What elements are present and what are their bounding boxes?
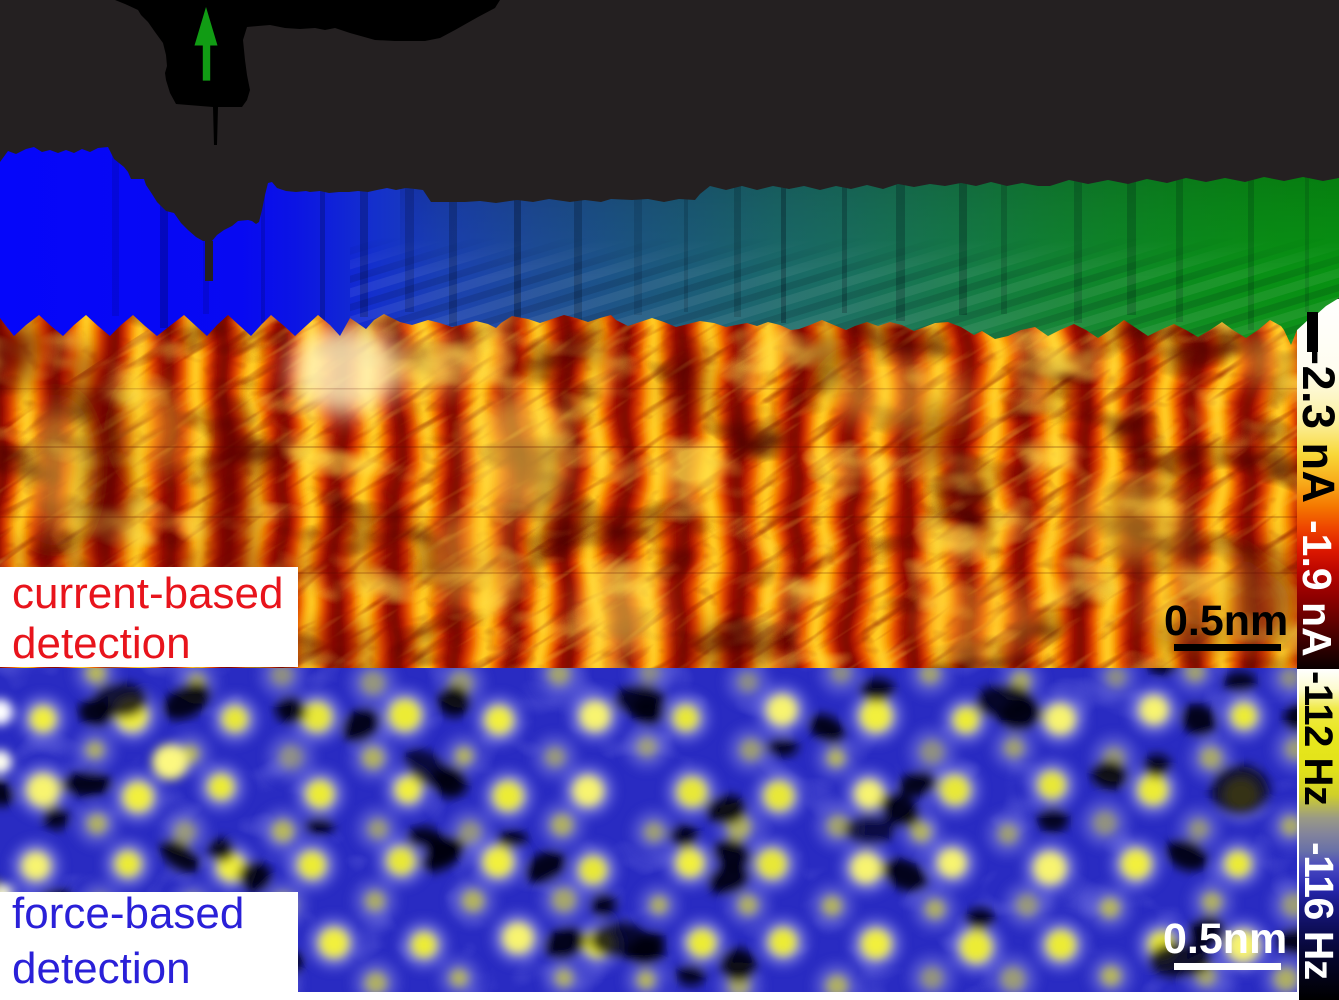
svg-text:detection: detection — [12, 944, 191, 993]
svg-text:-116 Hz: -116 Hz — [1296, 842, 1339, 980]
svg-text:-2.3 nA: -2.3 nA — [1293, 350, 1339, 504]
svg-text:0.5nm: 0.5nm — [1164, 597, 1288, 645]
svg-text:0.5nm: 0.5nm — [1163, 915, 1287, 963]
svg-text:-112 Hz: -112 Hz — [1296, 671, 1339, 805]
svg-text:force-based: force-based — [12, 889, 244, 938]
svg-text:detection: detection — [12, 619, 191, 668]
svg-text:current-based: current-based — [12, 569, 283, 618]
svg-text:-1.9 nA: -1.9 nA — [1294, 520, 1339, 657]
